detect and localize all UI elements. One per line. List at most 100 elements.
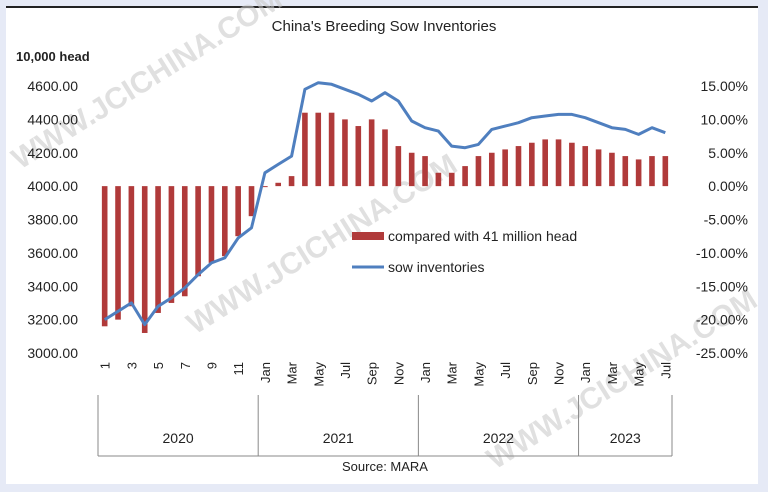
x-tick-label: Jan [578, 362, 593, 383]
x-tick-label: 3 [124, 362, 139, 369]
bar-compared-41m [635, 159, 642, 187]
bar-compared-41m [342, 119, 348, 187]
bar-compared-41m [355, 126, 362, 187]
bar-compared-41m [235, 186, 241, 237]
x-axis: 1 3 5 7 9 11 Jan Mar May Jul Sep Nov Jan Mar May Jul Sep… [98, 361, 674, 386]
right-tick-label: -25.00% [696, 345, 748, 361]
bar-compared-41m [502, 149, 508, 187]
legend-line-label: sow inventories [388, 259, 485, 275]
x-tick-label: May [632, 362, 647, 387]
bar-compared-41m [128, 186, 135, 307]
bar-compared-41m [248, 186, 255, 217]
x-tick-label: Mar [605, 361, 620, 384]
x-tick-label: Sep [365, 362, 380, 385]
bar-compared-41m [609, 152, 615, 187]
x-tick-label: Jul [658, 362, 673, 379]
bar-compared-41m [115, 186, 121, 320]
left-tick-label: 4000.00 [27, 178, 78, 194]
bar-compared-41m [168, 186, 175, 303]
legend-bar-label: compared with 41 million head [388, 228, 577, 244]
x-tick-label: Jan [258, 362, 273, 383]
right-tick-label: 0.00% [708, 178, 748, 194]
chart-title: China's Breeding Sow Inventories [272, 18, 497, 35]
bar-compared-41m [569, 142, 575, 187]
bar-compared-41m [141, 186, 148, 333]
right-tick-label: -15.00% [696, 278, 748, 294]
left-tick-label: 3600.00 [27, 245, 78, 261]
x-tick-label: Mar [285, 361, 300, 384]
bar-compared-41m [475, 156, 482, 187]
year-group-label: 2021 [323, 430, 354, 446]
bar-compared-41m [488, 152, 495, 187]
x-tick-label: Sep [525, 362, 540, 385]
bar-compared-41m [422, 156, 428, 187]
right-tick-label: 10.00% [701, 111, 748, 127]
bar-compared-41m [328, 112, 335, 187]
x-tick-label: May [311, 362, 326, 387]
bar-compared-41m [262, 186, 268, 188]
x-tick-label: Nov [391, 362, 406, 386]
bar-compared-41m [448, 172, 455, 187]
left-tick-label: 4400.00 [27, 111, 78, 127]
bar-compared-41m [208, 186, 215, 263]
bar-compared-41m [181, 186, 188, 297]
bar-compared-41m [222, 186, 228, 257]
bar-compared-41m [368, 119, 375, 187]
bar-compared-41m [155, 186, 161, 313]
right-tick-label: -5.00% [704, 212, 748, 228]
bar-compared-41m [542, 139, 548, 187]
right-tick-label: -20.00% [696, 312, 748, 328]
bar-compared-41m [275, 182, 282, 187]
bar-compared-41m [195, 186, 201, 277]
sow-inventories-line [103, 81, 666, 327]
year-group-label: 2022 [483, 430, 514, 446]
right-tick-label: -10.00% [696, 245, 748, 261]
bar-compared-41m [382, 129, 388, 187]
x-tick-label: Jan [418, 362, 433, 383]
bar-compared-41m [101, 186, 108, 327]
bar-compared-41m [302, 112, 308, 187]
x-tick-label: 5 [151, 362, 166, 369]
x-tick-label: Jul [498, 362, 513, 379]
left-tick-label: 3800.00 [27, 212, 78, 228]
left-tick-label: 3400.00 [27, 278, 78, 294]
bar-compared-41m [515, 146, 522, 187]
right-axis-ticks: -25.00% -20.00% -15.00% -10.00% -5.00% 0.00% 5… [696, 78, 748, 361]
source-note: Source: MARA [342, 459, 428, 474]
right-tick-label: 5.00% [708, 145, 748, 161]
left-tick-label: 4200.00 [27, 145, 78, 161]
left-tick-label: 4600.00 [27, 78, 78, 94]
x-tick-label: Nov [552, 362, 567, 386]
right-tick-label: 15.00% [701, 78, 748, 94]
bar-compared-41m [395, 146, 402, 187]
bar-compared-41m [649, 156, 655, 187]
left-tick-label: 3000.00 [27, 345, 78, 361]
left-axis-unit: 10,000 head [16, 49, 90, 64]
bar-compared-41m [662, 156, 669, 187]
x-tick-label: 1 [98, 362, 113, 369]
year-group-labels: 2020 2021 2022 2023 [97, 395, 673, 457]
legend-bar-swatch [352, 232, 384, 240]
left-tick-label: 3200.00 [27, 312, 78, 328]
bar-compared-41m [462, 166, 468, 187]
year-group-label: 2023 [610, 430, 641, 446]
x-tick-label: 11 [231, 362, 246, 376]
year-group-label: 2020 [163, 430, 194, 446]
bar-compared-41m [555, 139, 562, 187]
left-axis-ticks: 3000.00 3200.00 3400.00 3600.00 3800.00 4000.… [27, 78, 78, 361]
bar-compared-41m [435, 172, 442, 187]
bar-compared-41m [408, 152, 415, 187]
x-tick-label: Jul [338, 362, 353, 379]
bar-compared-41m [529, 142, 535, 187]
x-tick-label: 7 [178, 362, 193, 369]
line-series-layer [103, 81, 666, 327]
bar-compared-41m [315, 112, 322, 187]
legend: compared with 41 million head sow invent… [352, 228, 577, 275]
x-tick-label: 9 [204, 362, 219, 369]
bar-compared-41m [622, 156, 629, 187]
x-tick-label: May [471, 362, 486, 387]
bar-compared-41m [288, 176, 295, 187]
bar-compared-41m [582, 146, 589, 187]
